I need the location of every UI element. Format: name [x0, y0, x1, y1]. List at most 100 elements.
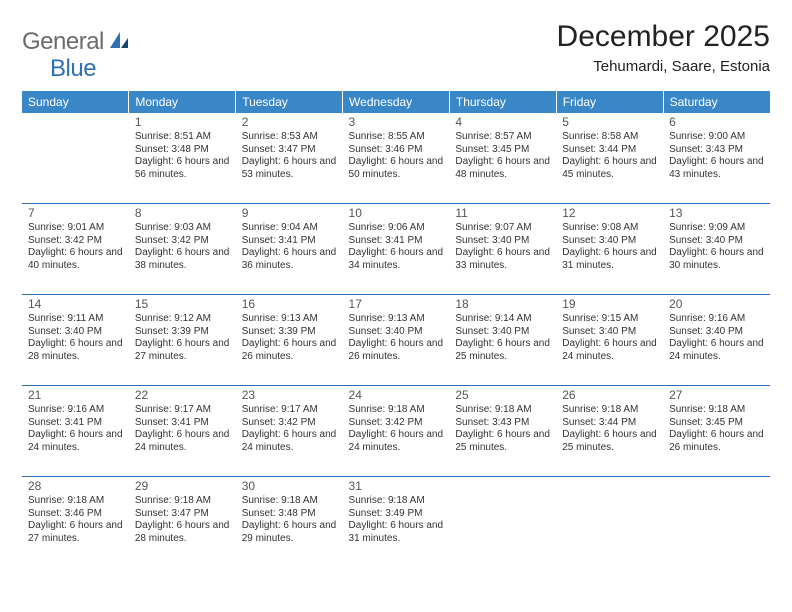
sunset-line: Sunset: 3:42 PM: [242, 417, 337, 430]
daylight-line: Daylight: 6 hours and 31 minutes.: [562, 247, 657, 272]
sunset-line: Sunset: 3:48 PM: [242, 508, 337, 521]
weekday-row: SundayMondayTuesdayWednesdayThursdayFrid…: [22, 91, 770, 113]
day-number: 30: [242, 479, 337, 494]
sunset-line: Sunset: 3:40 PM: [669, 326, 764, 339]
day-number: 7: [28, 206, 123, 221]
sunrise-line: Sunrise: 9:13 AM: [349, 313, 444, 326]
weekday-header: Tuesday: [236, 91, 343, 113]
calendar-cell: 16Sunrise: 9:13 AMSunset: 3:39 PMDayligh…: [236, 295, 343, 386]
calendar-head: SundayMondayTuesdayWednesdayThursdayFrid…: [22, 91, 770, 113]
day-number: 8: [135, 206, 230, 221]
calendar-cell: 13Sunrise: 9:09 AMSunset: 3:40 PMDayligh…: [663, 204, 770, 295]
calendar-cell: 28Sunrise: 9:18 AMSunset: 3:46 PMDayligh…: [22, 477, 129, 568]
sunrise-line: Sunrise: 9:13 AM: [242, 313, 337, 326]
daylight-line: Daylight: 6 hours and 24 minutes.: [349, 429, 444, 454]
day-number: 31: [349, 479, 444, 494]
sunset-line: Sunset: 3:47 PM: [242, 144, 337, 157]
day-number: 29: [135, 479, 230, 494]
sunrise-line: Sunrise: 9:07 AM: [455, 222, 550, 235]
sunrise-line: Sunrise: 9:18 AM: [349, 495, 444, 508]
sunrise-line: Sunrise: 8:53 AM: [242, 131, 337, 144]
calendar-cell: [663, 477, 770, 568]
calendar-cell: 23Sunrise: 9:17 AMSunset: 3:42 PMDayligh…: [236, 386, 343, 477]
calendar-cell: 7Sunrise: 9:01 AMSunset: 3:42 PMDaylight…: [22, 204, 129, 295]
weekday-header: Sunday: [22, 91, 129, 113]
daylight-line: Daylight: 6 hours and 33 minutes.: [455, 247, 550, 272]
daylight-line: Daylight: 6 hours and 56 minutes.: [135, 156, 230, 181]
weekday-header: Thursday: [449, 91, 556, 113]
calendar-cell: 25Sunrise: 9:18 AMSunset: 3:43 PMDayligh…: [449, 386, 556, 477]
sunset-line: Sunset: 3:41 PM: [135, 417, 230, 430]
calendar-cell: 30Sunrise: 9:18 AMSunset: 3:48 PMDayligh…: [236, 477, 343, 568]
sunrise-line: Sunrise: 9:16 AM: [669, 313, 764, 326]
daylight-line: Daylight: 6 hours and 48 minutes.: [455, 156, 550, 181]
sunset-line: Sunset: 3:46 PM: [349, 144, 444, 157]
daylight-line: Daylight: 6 hours and 25 minutes.: [455, 429, 550, 454]
calendar-cell: 10Sunrise: 9:06 AMSunset: 3:41 PMDayligh…: [343, 204, 450, 295]
weekday-header: Wednesday: [343, 91, 450, 113]
daylight-line: Daylight: 6 hours and 28 minutes.: [28, 338, 123, 363]
calendar-cell: 5Sunrise: 8:58 AMSunset: 3:44 PMDaylight…: [556, 113, 663, 204]
sunrise-line: Sunrise: 9:18 AM: [455, 404, 550, 417]
sunrise-line: Sunrise: 9:17 AM: [135, 404, 230, 417]
day-number: 25: [455, 388, 550, 403]
daylight-line: Daylight: 6 hours and 40 minutes.: [28, 247, 123, 272]
sunset-line: Sunset: 3:43 PM: [455, 417, 550, 430]
day-number: 1: [135, 115, 230, 130]
sunset-line: Sunset: 3:45 PM: [669, 417, 764, 430]
daylight-line: Daylight: 6 hours and 26 minutes.: [349, 338, 444, 363]
calendar-cell: 3Sunrise: 8:55 AMSunset: 3:46 PMDaylight…: [343, 113, 450, 204]
sunset-line: Sunset: 3:45 PM: [455, 144, 550, 157]
weekday-header: Saturday: [663, 91, 770, 113]
sunrise-line: Sunrise: 9:17 AM: [242, 404, 337, 417]
calendar-cell: 27Sunrise: 9:18 AMSunset: 3:45 PMDayligh…: [663, 386, 770, 477]
sunrise-line: Sunrise: 9:12 AM: [135, 313, 230, 326]
calendar-page: General December 2025 Tehumardi, Saare, …: [0, 0, 792, 587]
sunrise-line: Sunrise: 8:51 AM: [135, 131, 230, 144]
calendar-body: 1Sunrise: 8:51 AM Sunset: 3:48 PM Daylight…: [22, 113, 770, 567]
sunrise-line: Sunrise: 9:04 AM: [242, 222, 337, 235]
calendar-cell: 19Sunrise: 9:15 AMSunset: 3:40 PMDayligh…: [556, 295, 663, 386]
calendar-cell: 21Sunrise: 9:16 AMSunset: 3:41 PMDayligh…: [22, 386, 129, 477]
calendar-cell: 1Sunrise: 8:51 AMSunset: 3:48 PMDaylight…: [129, 113, 236, 204]
day-number: 13: [669, 206, 764, 221]
calendar-cell: 31Sunrise: 9:18 AMSunset: 3:49 PMDayligh…: [343, 477, 450, 568]
weekday-header: Monday: [129, 91, 236, 113]
location-text: Tehumardi, Saare, Estonia: [557, 58, 770, 75]
sunrise-line: Sunrise: 9:18 AM: [135, 495, 230, 508]
daylight-line: Daylight: 6 hours and 36 minutes.: [242, 247, 337, 272]
day-number: 26: [562, 388, 657, 403]
sunset-line: Sunset: 3:40 PM: [349, 326, 444, 339]
sunset-line: Sunset: 3:39 PM: [135, 326, 230, 339]
sunrise-line: Sunrise: 9:16 AM: [28, 404, 123, 417]
daylight-line: Daylight: 6 hours and 24 minutes.: [242, 429, 337, 454]
sunrise-line: Sunrise: 8:55 AM: [349, 131, 444, 144]
sunset-line: Sunset: 3:40 PM: [455, 326, 550, 339]
daylight-line: Daylight: 6 hours and 34 minutes.: [349, 247, 444, 272]
sunrise-line: Sunrise: 9:18 AM: [349, 404, 444, 417]
logo: General: [22, 28, 132, 56]
day-number: 10: [349, 206, 444, 221]
sunset-line: Sunset: 3:39 PM: [242, 326, 337, 339]
daylight-line: Daylight: 6 hours and 24 minutes.: [135, 429, 230, 454]
day-number: 23: [242, 388, 337, 403]
day-number: 20: [669, 297, 764, 312]
day-number: 5: [562, 115, 657, 130]
sunrise-line: Sunrise: 9:15 AM: [562, 313, 657, 326]
day-number: 17: [349, 297, 444, 312]
daylight-line: Daylight: 6 hours and 45 minutes.: [562, 156, 657, 181]
logo-sail-icon: [108, 30, 130, 55]
day-number: 2: [242, 115, 337, 130]
daylight-line: Daylight: 6 hours and 27 minutes.: [135, 338, 230, 363]
calendar-cell: 14Sunrise: 9:11 AMSunset: 3:40 PMDayligh…: [22, 295, 129, 386]
page-title: December 2025: [557, 20, 770, 54]
daylight-line: Daylight: 6 hours and 31 minutes.: [349, 520, 444, 545]
calendar-cell: 6Sunrise: 9:00 AMSunset: 3:43 PMDaylight…: [663, 113, 770, 204]
sunset-line: Sunset: 3:40 PM: [669, 235, 764, 248]
calendar-cell: 22Sunrise: 9:17 AMSunset: 3:41 PMDayligh…: [129, 386, 236, 477]
sunset-line: Sunset: 3:44 PM: [562, 417, 657, 430]
daylight-line: Daylight: 6 hours and 27 minutes.: [28, 520, 123, 545]
day-number: 24: [349, 388, 444, 403]
sunrise-line: Sunrise: 9:18 AM: [242, 495, 337, 508]
calendar-cell: 29Sunrise: 9:18 AMSunset: 3:47 PMDayligh…: [129, 477, 236, 568]
